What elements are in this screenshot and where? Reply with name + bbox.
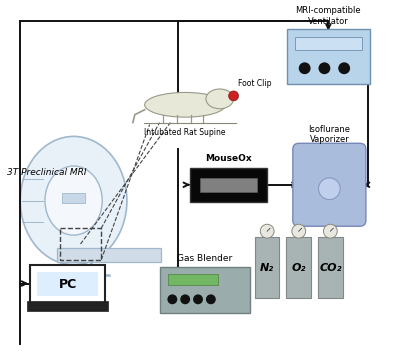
FancyBboxPatch shape	[57, 248, 160, 262]
FancyBboxPatch shape	[37, 272, 98, 296]
Text: PC: PC	[58, 277, 77, 291]
Ellipse shape	[145, 92, 226, 117]
Ellipse shape	[20, 136, 127, 265]
FancyBboxPatch shape	[190, 168, 267, 202]
Text: O₂: O₂	[292, 263, 306, 273]
Circle shape	[229, 91, 238, 101]
Text: MouseOx: MouseOx	[205, 154, 252, 163]
FancyBboxPatch shape	[255, 237, 280, 298]
FancyBboxPatch shape	[286, 237, 311, 298]
Circle shape	[324, 224, 337, 238]
Circle shape	[180, 295, 190, 304]
Text: N₂: N₂	[260, 263, 274, 273]
FancyBboxPatch shape	[27, 307, 108, 311]
FancyBboxPatch shape	[160, 267, 250, 313]
FancyBboxPatch shape	[295, 37, 362, 50]
Circle shape	[168, 295, 177, 304]
Text: Gas Blender: Gas Blender	[177, 254, 232, 263]
Circle shape	[206, 295, 216, 304]
FancyBboxPatch shape	[287, 29, 370, 84]
Circle shape	[299, 62, 310, 74]
Circle shape	[318, 62, 330, 74]
Text: MRI-compatible
Ventilator: MRI-compatible Ventilator	[296, 6, 361, 26]
Ellipse shape	[206, 89, 234, 109]
FancyBboxPatch shape	[30, 265, 105, 303]
Text: Isoflurane
Vaporizer: Isoflurane Vaporizer	[308, 125, 350, 144]
FancyBboxPatch shape	[200, 178, 257, 192]
Circle shape	[260, 224, 274, 238]
Text: Foot Clip: Foot Clip	[238, 79, 271, 88]
FancyBboxPatch shape	[293, 143, 366, 226]
FancyBboxPatch shape	[168, 274, 218, 286]
Circle shape	[193, 295, 203, 304]
FancyBboxPatch shape	[62, 193, 86, 202]
Text: CO₂: CO₂	[319, 263, 342, 273]
FancyBboxPatch shape	[318, 237, 343, 298]
Circle shape	[338, 62, 350, 74]
Text: Intubated Rat Supine: Intubated Rat Supine	[144, 127, 226, 136]
Circle shape	[292, 224, 306, 238]
FancyBboxPatch shape	[27, 301, 108, 307]
Text: 3T Preclinical MRI: 3T Preclinical MRI	[8, 169, 87, 177]
Ellipse shape	[45, 166, 102, 235]
Circle shape	[318, 178, 340, 200]
